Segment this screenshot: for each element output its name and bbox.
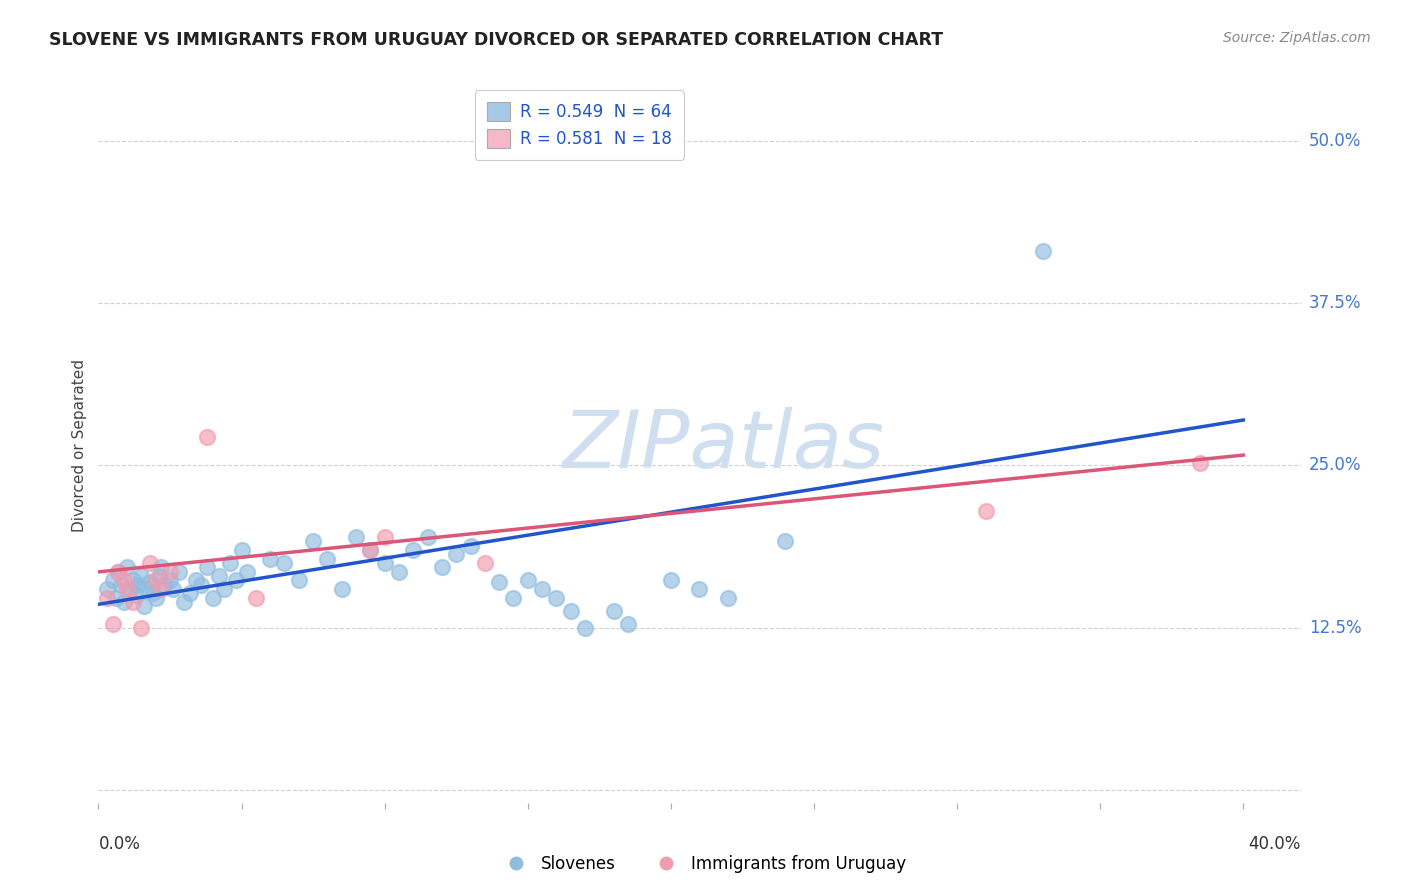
Point <box>195 559 218 574</box>
Point <box>145 591 167 605</box>
Text: 0.0%: 0.0% <box>98 835 141 853</box>
Point <box>208 568 231 582</box>
Point <box>150 582 173 596</box>
Point <box>139 575 162 590</box>
Point <box>717 591 740 605</box>
Point <box>110 578 132 592</box>
Point <box>502 591 524 605</box>
Legend: R = 0.549  N = 64, R = 0.581  N = 18: R = 0.549 N = 64, R = 0.581 N = 18 <box>475 90 683 160</box>
Point <box>148 568 170 582</box>
Point <box>139 556 162 570</box>
Point <box>688 582 710 596</box>
Point <box>184 573 207 587</box>
Point <box>115 582 138 596</box>
Text: 12.5%: 12.5% <box>1309 619 1361 637</box>
Point <box>112 595 135 609</box>
Point <box>430 559 453 574</box>
Point <box>142 585 165 599</box>
Point <box>1189 456 1212 470</box>
Point <box>488 575 510 590</box>
Point <box>219 556 242 570</box>
Point <box>128 578 150 592</box>
Point <box>107 565 129 579</box>
Point <box>162 582 184 596</box>
Point <box>159 573 181 587</box>
Point <box>460 539 482 553</box>
Point <box>374 530 396 544</box>
Point <box>96 591 118 605</box>
Point <box>121 573 143 587</box>
Point <box>316 552 339 566</box>
Point <box>179 585 201 599</box>
Point <box>115 559 138 574</box>
Point <box>273 556 295 570</box>
Point <box>121 595 143 609</box>
Text: SLOVENE VS IMMIGRANTS FROM URUGUAY DIVORCED OR SEPARATED CORRELATION CHART: SLOVENE VS IMMIGRANTS FROM URUGUAY DIVOR… <box>49 31 943 49</box>
Point <box>101 573 124 587</box>
Point <box>167 565 190 579</box>
Text: 37.5%: 37.5% <box>1309 294 1361 312</box>
Point <box>236 565 259 579</box>
Point <box>225 573 247 587</box>
Point <box>302 533 325 548</box>
Point <box>112 573 135 587</box>
Text: ZIPatlas: ZIPatlas <box>562 407 884 485</box>
Legend: Slovenes, Immigrants from Uruguay: Slovenes, Immigrants from Uruguay <box>494 848 912 880</box>
Point <box>602 604 624 618</box>
Point <box>150 559 173 574</box>
Point <box>190 578 212 592</box>
Point <box>195 430 218 444</box>
Point <box>153 578 176 592</box>
Point <box>359 542 381 557</box>
Point <box>659 573 682 587</box>
Point <box>416 530 439 544</box>
Point <box>344 530 367 544</box>
Point <box>201 591 224 605</box>
Point <box>574 621 596 635</box>
Text: 40.0%: 40.0% <box>1249 835 1301 853</box>
Point <box>145 573 167 587</box>
Point <box>374 556 396 570</box>
Point <box>516 573 538 587</box>
Point <box>474 556 496 570</box>
Point <box>444 547 467 561</box>
Point <box>1032 244 1054 259</box>
Text: Source: ZipAtlas.com: Source: ZipAtlas.com <box>1223 31 1371 45</box>
Point <box>173 595 195 609</box>
Point <box>104 591 127 605</box>
Point <box>359 542 381 557</box>
Point <box>388 565 411 579</box>
Text: 25.0%: 25.0% <box>1309 457 1361 475</box>
Point <box>231 542 253 557</box>
Point <box>101 616 124 631</box>
Point <box>259 552 281 566</box>
Point <box>136 582 159 596</box>
Point <box>546 591 568 605</box>
Point <box>974 504 997 518</box>
Point <box>617 616 640 631</box>
Point <box>107 565 129 579</box>
Text: 50.0%: 50.0% <box>1309 132 1361 150</box>
Point <box>245 591 267 605</box>
Point <box>330 582 353 596</box>
Point <box>131 621 153 635</box>
Point <box>159 565 181 579</box>
Point <box>96 582 118 596</box>
Point <box>560 604 582 618</box>
Point <box>214 582 236 596</box>
Point <box>402 542 425 557</box>
Point <box>131 568 153 582</box>
Y-axis label: Divorced or Separated: Divorced or Separated <box>72 359 87 533</box>
Point <box>775 533 797 548</box>
Point <box>118 582 141 596</box>
Point <box>124 588 146 602</box>
Point <box>134 599 156 613</box>
Point <box>287 573 309 587</box>
Point <box>531 582 554 596</box>
